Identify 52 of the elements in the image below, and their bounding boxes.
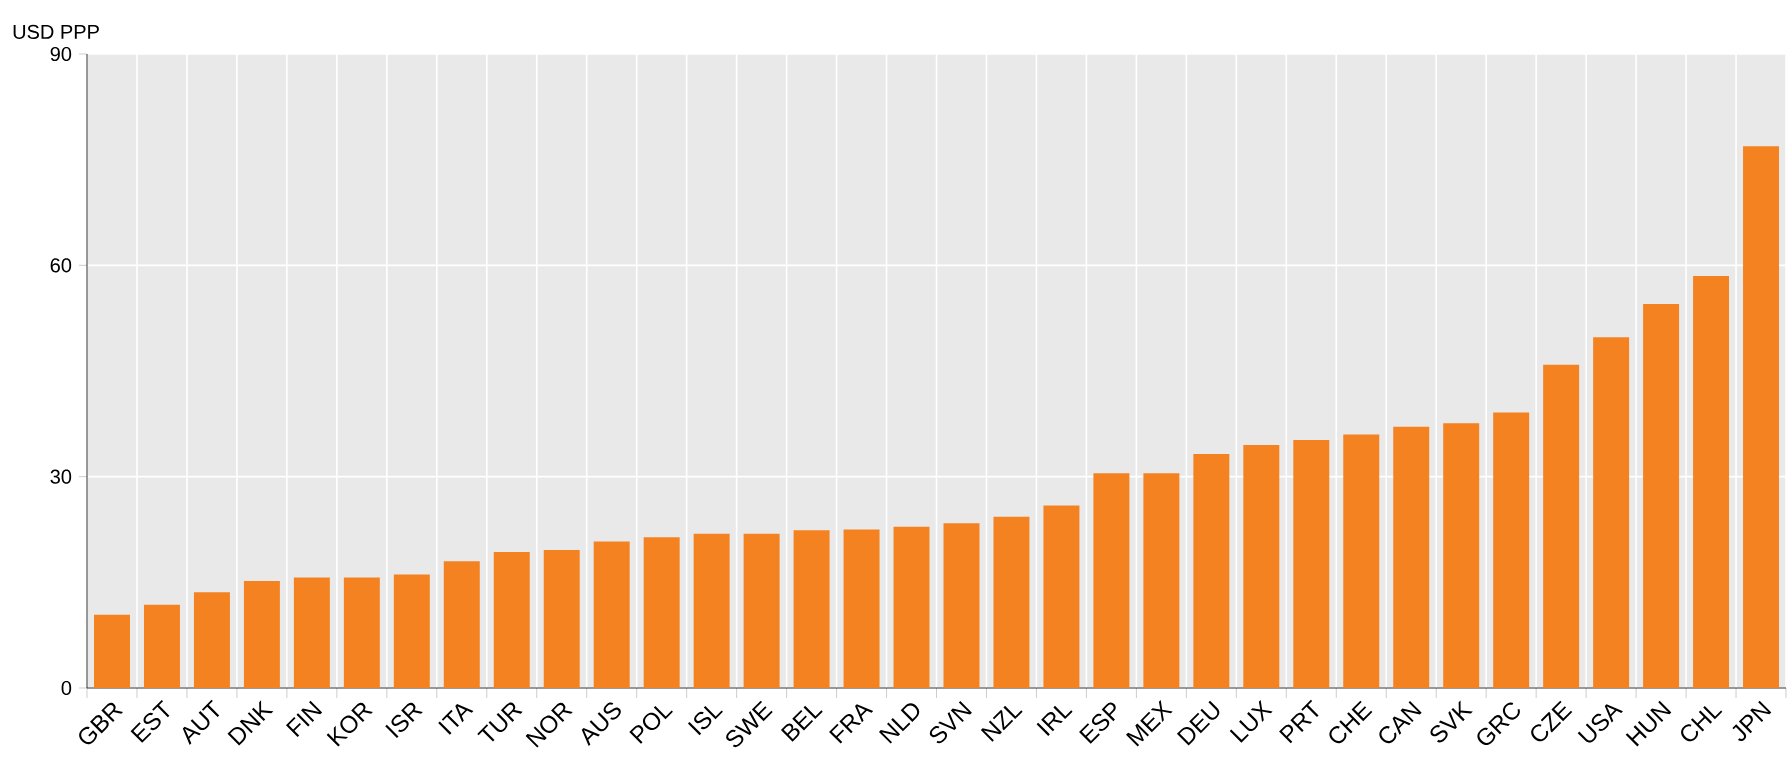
- bar: [643, 537, 680, 688]
- bar: [943, 523, 980, 688]
- bar: [1243, 444, 1280, 688]
- bar: [343, 577, 380, 688]
- x-tick-label: TUR: [477, 702, 523, 742]
- bar: [1143, 473, 1180, 688]
- bar: [1543, 364, 1580, 688]
- bar: [1693, 275, 1730, 688]
- bar: [1643, 304, 1680, 688]
- x-tick-label: ITA: [438, 704, 474, 735]
- bar: [1343, 434, 1380, 688]
- bar: [243, 580, 280, 688]
- x-tick-label: CHL: [1681, 706, 1723, 742]
- bar: [693, 533, 730, 688]
- bar: [1293, 440, 1330, 688]
- bar: [193, 592, 230, 688]
- x-tick-label: USA: [1577, 704, 1623, 743]
- x-tick-label: ISR: [385, 702, 423, 738]
- bar: [1443, 423, 1480, 688]
- bar: [393, 574, 430, 688]
- bar: [1193, 454, 1230, 688]
- bar: [793, 530, 830, 688]
- bar: [593, 541, 630, 688]
- bar: [293, 577, 330, 688]
- y-tick-label: 60: [50, 258, 72, 273]
- bar: [1593, 337, 1630, 688]
- y-tick-label: 90: [50, 46, 72, 62]
- bar: [843, 529, 880, 688]
- bar: [94, 614, 130, 688]
- bar: [543, 549, 580, 688]
- x-tick-label: FIN: [285, 700, 323, 737]
- x-tick-label: POL: [629, 706, 673, 744]
- y-tick-label: 30: [50, 469, 72, 484]
- bar: [443, 561, 480, 688]
- x-tick-label: FRA: [829, 704, 874, 744]
- bar: [1393, 426, 1430, 688]
- y-tick-label: 0: [61, 680, 72, 696]
- x-tick-label: IRL: [1036, 705, 1073, 736]
- bar: [143, 604, 180, 688]
- x-tick-label: NZL: [980, 705, 1023, 742]
- bar: [1493, 412, 1530, 688]
- x-tick-label: JPN: [1732, 700, 1772, 742]
- bar: [743, 533, 780, 688]
- x-tick-label: BEL: [780, 705, 823, 742]
- bar: [1093, 473, 1130, 688]
- bar: [893, 526, 930, 688]
- bar: [993, 516, 1030, 688]
- x-tick-label: ISL: [687, 706, 723, 736]
- bar: [1743, 146, 1780, 688]
- y-axis-title: USD PPP: [13, 24, 99, 39]
- bar: [1043, 505, 1080, 688]
- bar: [493, 552, 530, 688]
